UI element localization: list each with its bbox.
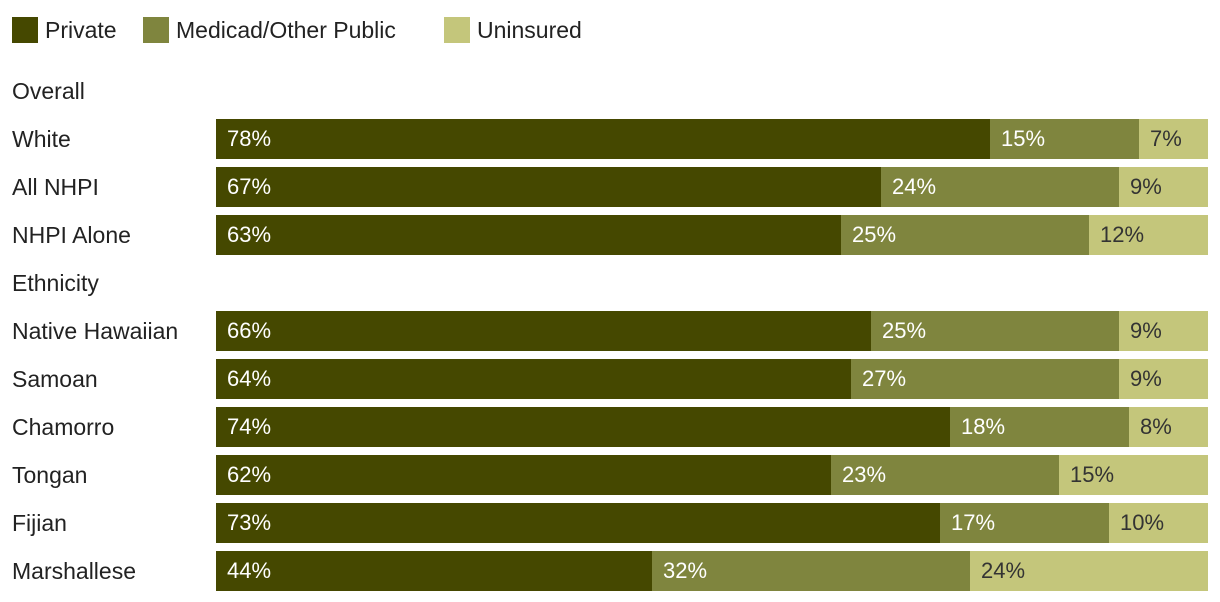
data-label: 62% — [227, 462, 272, 487]
bar-tongan-medicad-other-public: 23% — [831, 455, 1059, 495]
bar-nhpi-alone-private: 63% — [216, 215, 841, 255]
category-label: Samoan — [12, 366, 98, 392]
data-label: 25% — [852, 222, 897, 247]
data-label: 67% — [227, 174, 272, 199]
group-heading: Ethnicity — [12, 270, 99, 296]
data-label: 66% — [227, 318, 272, 343]
bar-fijian-private: 73% — [216, 503, 940, 543]
data-label: 24% — [892, 174, 937, 199]
data-label: 44% — [227, 558, 272, 583]
data-label: 9% — [1130, 366, 1162, 391]
bar-native-hawaiian-medicad-other-public: 25% — [871, 311, 1119, 351]
data-label: 10% — [1120, 510, 1165, 535]
category-label: Fijian — [12, 510, 67, 536]
data-label: 9% — [1130, 318, 1162, 343]
data-label: 9% — [1130, 174, 1162, 199]
bar-fijian-uninsured: 10% — [1109, 503, 1208, 543]
legend-label: Private — [45, 16, 117, 43]
category-label: NHPI Alone — [12, 222, 131, 248]
bar-chamorro-medicad-other-public: 18% — [950, 407, 1129, 447]
data-label: 15% — [1001, 126, 1046, 151]
category-label: Chamorro — [12, 414, 115, 440]
legend-label: Uninsured — [477, 16, 582, 43]
bar-chamorro-uninsured: 8% — [1129, 407, 1208, 447]
legend-swatch — [12, 17, 38, 43]
bar-white-private: 78% — [216, 119, 990, 159]
bar-all-nhpi-uninsured: 9% — [1119, 167, 1208, 207]
bar-nhpi-alone-medicad-other-public: 25% — [841, 215, 1089, 255]
legend-item-private: Private — [12, 15, 117, 45]
data-label: 73% — [227, 510, 272, 535]
bar-marshallese-medicad-other-public: 32% — [652, 551, 970, 591]
bar-all-nhpi-medicad-other-public: 24% — [881, 167, 1119, 207]
category-label: White — [12, 126, 71, 152]
data-label: 7% — [1150, 126, 1182, 151]
data-label: 64% — [227, 366, 272, 391]
bar-fijian-medicad-other-public: 17% — [940, 503, 1109, 543]
data-label: 74% — [227, 414, 272, 439]
bar-white-uninsured: 7% — [1139, 119, 1208, 159]
data-label: 12% — [1100, 222, 1145, 247]
bar-tongan-private: 62% — [216, 455, 831, 495]
legend-item-medicad-other-public: Medicad/Other Public — [143, 15, 396, 45]
category-label: Tongan — [12, 462, 88, 488]
data-label: 8% — [1140, 414, 1172, 439]
category-label: Native Hawaiian — [12, 318, 179, 344]
legend-item-uninsured: Uninsured — [444, 15, 582, 45]
data-label: 27% — [862, 366, 907, 391]
bar-tongan-uninsured: 15% — [1059, 455, 1208, 495]
group-heading: Overall — [12, 78, 85, 104]
legend-swatch — [143, 17, 169, 43]
data-label: 18% — [961, 414, 1006, 439]
data-label: 78% — [227, 126, 272, 151]
category-label: Marshallese — [12, 558, 136, 584]
legend-swatch — [444, 17, 470, 43]
bar-marshallese-uninsured: 24% — [970, 551, 1208, 591]
bar-samoan-medicad-other-public: 27% — [851, 359, 1119, 399]
bar-samoan-private: 64% — [216, 359, 851, 399]
data-label: 23% — [842, 462, 887, 487]
bar-all-nhpi-private: 67% — [216, 167, 881, 207]
data-label: 17% — [951, 510, 996, 535]
bar-marshallese-private: 44% — [216, 551, 652, 591]
bar-native-hawaiian-uninsured: 9% — [1119, 311, 1208, 351]
data-label: 15% — [1070, 462, 1115, 487]
data-label: 32% — [663, 558, 708, 583]
bar-nhpi-alone-uninsured: 12% — [1089, 215, 1208, 255]
bar-native-hawaiian-private: 66% — [216, 311, 871, 351]
data-label: 24% — [981, 558, 1026, 583]
bar-chamorro-private: 74% — [216, 407, 950, 447]
data-label: 25% — [882, 318, 927, 343]
bar-white-medicad-other-public: 15% — [990, 119, 1139, 159]
category-label: All NHPI — [12, 174, 99, 200]
legend-label: Medicad/Other Public — [176, 16, 396, 43]
data-label: 63% — [227, 222, 272, 247]
bar-samoan-uninsured: 9% — [1119, 359, 1208, 399]
